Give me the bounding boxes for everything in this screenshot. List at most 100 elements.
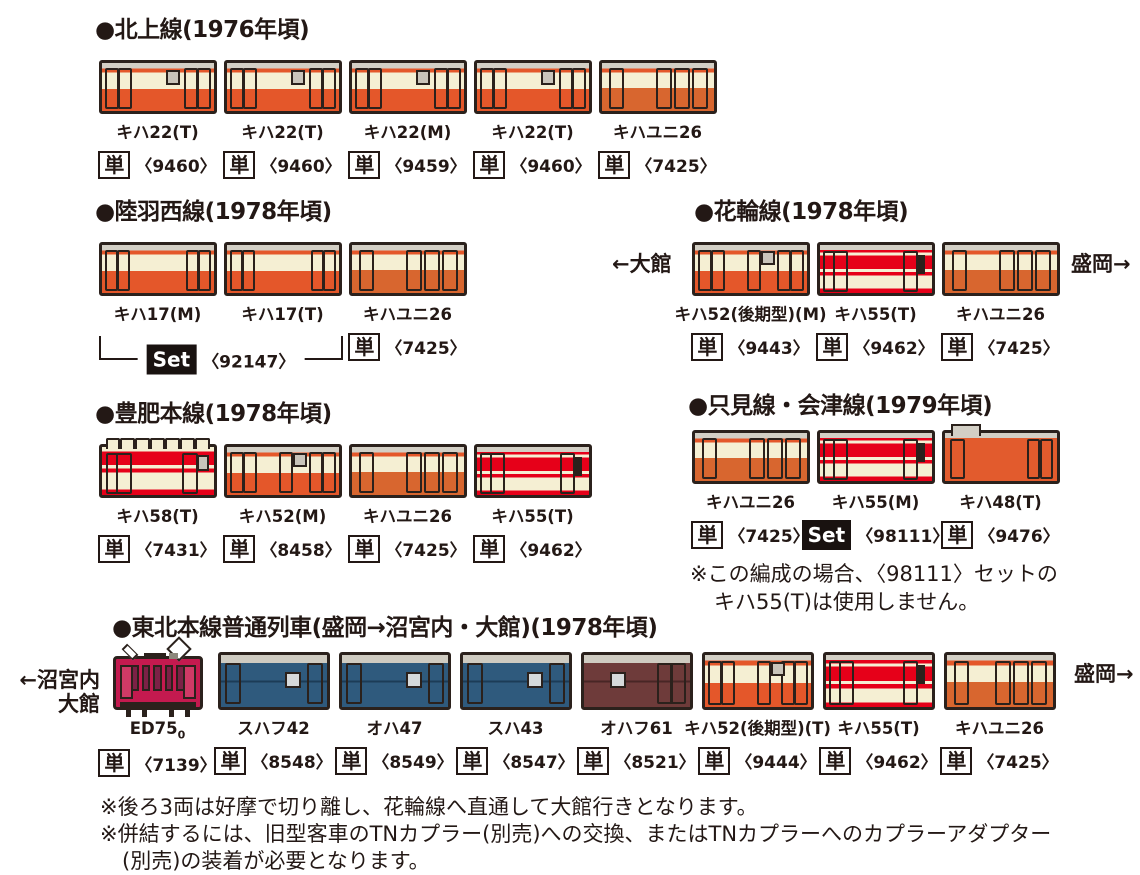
- footnotes: ※後ろ3両は好摩で切り離し、花輪線へ直通して大館行きとなります。 ※併結するには…: [100, 794, 1051, 875]
- car-door: [308, 68, 323, 110]
- product-number: 〈7425〉: [385, 541, 467, 562]
- cab-window: [153, 665, 162, 691]
- car-group: キハ22(T) 単〈9460〉: [220, 60, 345, 181]
- single-item-badge: 単: [577, 746, 610, 775]
- roof-vent: [179, 438, 195, 449]
- car-door: [423, 250, 440, 292]
- cab-window: [141, 665, 151, 691]
- car-door: [789, 250, 804, 292]
- car-door: [321, 452, 336, 494]
- car-door: [278, 452, 293, 494]
- car-door: [784, 438, 801, 480]
- car-door: [117, 68, 132, 110]
- train-consist-row: キハユニ26 単〈7425〉 キハ55(M) Set 〈98111〉 キハ48(T) 単〈9…: [612, 424, 1063, 551]
- car-purchase-info: 単〈7431〉: [98, 533, 217, 565]
- single-item-badge: 単: [348, 534, 381, 563]
- product-number: 〈92147〉: [202, 352, 296, 372]
- car-door: [310, 250, 324, 292]
- train-car-kiha58: [98, 438, 217, 498]
- car-group: キハ55(T) 単〈9462〉: [818, 652, 939, 779]
- single-item-badge: 単: [223, 150, 256, 179]
- car-purchase-info: 単〈9460〉: [98, 149, 217, 181]
- car-door: [766, 438, 783, 480]
- section-hohi-main-line: ●豊肥本線(1978年頃) キハ58(T) 単〈7431〉 キハ52(M) 単〈845…: [95, 394, 595, 565]
- roof-equipment: [143, 653, 166, 659]
- car-name: ED750: [129, 719, 186, 742]
- car-purchase-info: 単〈8549〉: [335, 745, 454, 777]
- car-purchase-info: 単〈9462〉: [819, 745, 938, 777]
- car-name: キハユニ26: [706, 493, 795, 512]
- car-door: [832, 438, 848, 480]
- single-item-badge: 単: [691, 332, 724, 361]
- car-door: [345, 662, 362, 704]
- car-list: キハ52(後期型)(M) 単〈9443〉 キハ55(T) 単〈9462〉 キハユニ26 単…: [674, 242, 1063, 363]
- train-consist-row: ←大館 キハ52(後期型)(M) 単〈9443〉 キハ55(T) 単〈9462〉 キハユ…: [612, 242, 1131, 363]
- car-purchase-info: 単〈8521〉: [577, 745, 696, 777]
- car-name: キハ22(T): [491, 123, 574, 142]
- section-title: ●豊肥本線(1978年頃): [95, 401, 332, 427]
- car-door: [720, 660, 735, 705]
- car-purchase-info: Set 〈98111〉: [801, 519, 949, 551]
- car-group: ED750 単〈7139〉: [98, 636, 217, 779]
- train-car-kihayuni26: [348, 242, 467, 296]
- train-car-coach_blue: [338, 652, 451, 710]
- section-kitakami-line: ●北上線(1976年頃) キハ22(T) 単〈9460〉 キハ22(T) 単〈9460…: [95, 10, 720, 181]
- train-car-kiha22: [223, 60, 342, 114]
- car-door: [367, 68, 382, 110]
- train-car-kihayuni26: [691, 430, 810, 484]
- bogie-leg: [184, 707, 190, 717]
- car-door: [691, 68, 708, 110]
- train-car-kihayuni26: [348, 444, 467, 498]
- single-item-badge: 単: [214, 746, 247, 775]
- car-name: オハフ61: [600, 719, 673, 738]
- car-name: キハ55(T): [834, 305, 917, 324]
- car-door: [793, 660, 808, 705]
- section-title: ●只見線・会津線(1979年頃): [688, 393, 993, 419]
- product-number: 〈9460〉: [260, 157, 342, 178]
- car-window: [915, 665, 925, 685]
- car-window: [915, 254, 925, 274]
- car-name: キハ52(後期型)(M): [674, 305, 827, 324]
- product-number: 〈9476〉: [978, 527, 1060, 548]
- car-door: [1039, 439, 1053, 479]
- car-group: スハ43 単〈8547〉: [455, 652, 576, 779]
- train-car-kihayuni26: [598, 60, 717, 114]
- cab-window: [164, 665, 174, 691]
- car-purchase-info: 単〈8548〉: [214, 745, 333, 777]
- car-door: [776, 250, 791, 292]
- car-group: キハ58(T) 単〈7431〉: [95, 438, 220, 565]
- car-purchase-info: 単〈9459〉: [348, 149, 467, 181]
- car-door: [241, 250, 255, 292]
- section-title: ●東北本線普通列車(盛岡→沼宮内・大館)(1978年頃): [112, 615, 658, 641]
- car-group: キハ22(T) 単〈9460〉: [95, 60, 220, 181]
- car-group: キハ55(T) 単〈9462〉: [813, 242, 938, 363]
- car-name: キハ52(M): [238, 507, 327, 526]
- section-title: ●陸羽西線(1978年頃): [95, 199, 332, 225]
- car-group: キハユニ26 単〈7425〉: [345, 444, 470, 565]
- car-door: [1030, 660, 1047, 705]
- car-name: キハユニ26: [363, 507, 452, 526]
- footnote-line: (別売)の装着が必要となります。: [122, 848, 430, 873]
- train-consist-row: キハ22(T) 単〈9460〉 キハ22(T) 単〈9460〉 キハ22(M) 単〈945…: [95, 60, 720, 181]
- car-name: キハ58(T): [116, 507, 199, 526]
- single-item-badge: 単: [819, 746, 852, 775]
- section-tadami-aizu-line: ●只見線・会津線(1979年頃) キハユニ26 単〈7425〉 キハ55(M) Set…: [612, 386, 1063, 616]
- car-door: [354, 68, 369, 110]
- single-item-badge: 単: [98, 749, 131, 778]
- car-door: [951, 250, 967, 292]
- car-group: キハユニ26 単〈7425〉: [595, 60, 720, 181]
- section-hanawa-line: ●花輪線(1978年頃) ←大館 キハ52(後期型)(M) 単〈9443〉 キハ55…: [612, 192, 1131, 363]
- set-badge: Set: [146, 344, 197, 375]
- car-door: [571, 68, 586, 110]
- car-door: [998, 250, 1015, 292]
- direction-label-morioka: 盛岡→: [1074, 662, 1134, 686]
- product-number: 〈9462〉: [853, 339, 935, 360]
- car-door: [697, 250, 712, 292]
- train-car-kihayuni26: [943, 652, 1056, 710]
- product-number: 〈8458〉: [260, 541, 342, 562]
- car-purchase-info: 単〈7425〉: [691, 519, 810, 551]
- car-purchase-info: 単〈7425〉: [940, 745, 1059, 777]
- car-door: [104, 68, 119, 110]
- car-name: スハ43: [487, 719, 544, 738]
- car-window: [415, 70, 430, 86]
